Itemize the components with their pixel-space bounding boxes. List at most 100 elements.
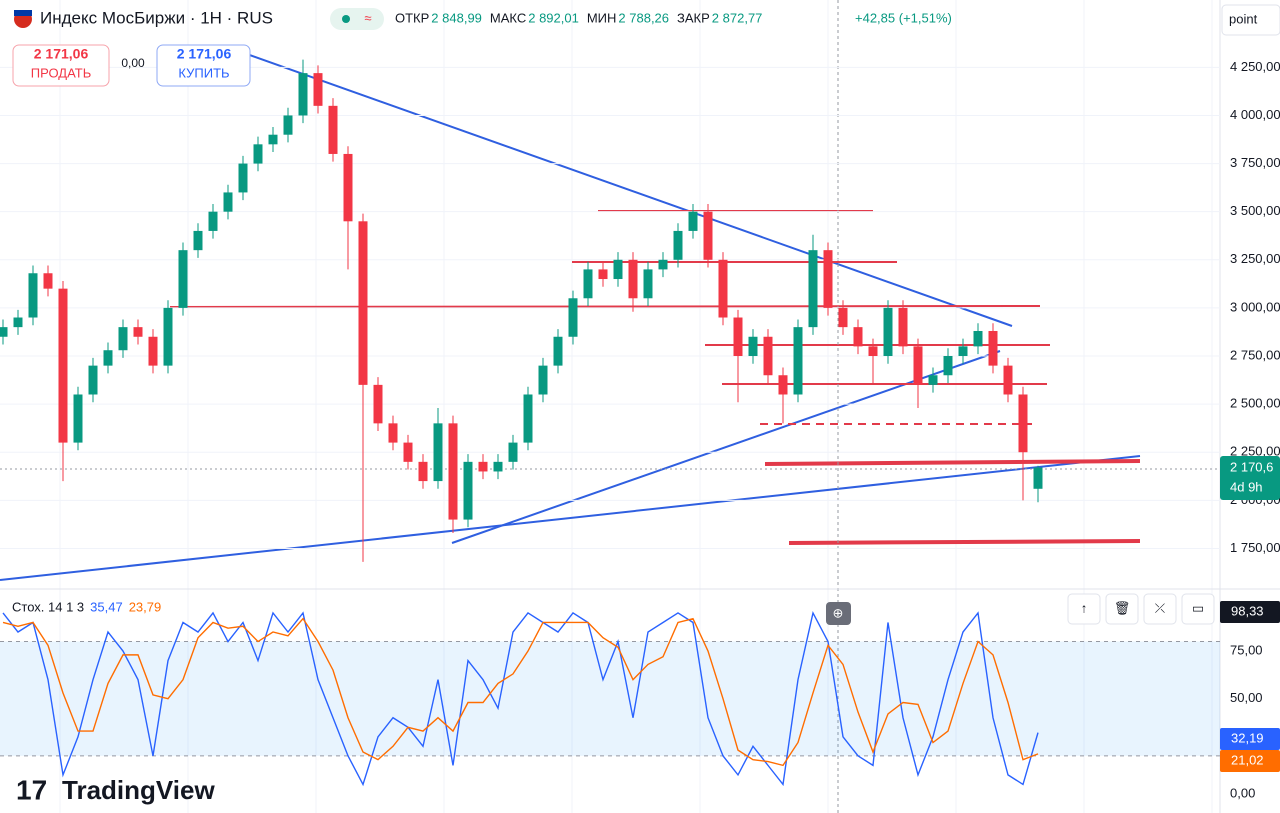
sell-price[interactable]: 2 171,06 xyxy=(34,46,89,62)
y-tick-label: 2 250,00 xyxy=(1230,444,1280,459)
countdown: 4d 9h xyxy=(1230,479,1263,494)
collapse-icon[interactable]: ⤫ xyxy=(1155,600,1166,615)
ohlc-value: 2 788,26 xyxy=(618,10,669,25)
candle-body xyxy=(703,211,713,260)
delete-icon[interactable]: 🗑 xyxy=(1114,600,1131,615)
stoch-band xyxy=(0,641,1220,756)
value-badge xyxy=(1220,728,1280,750)
value-badge-text: 32,19 xyxy=(1231,730,1264,745)
stoch-line xyxy=(2,610,1039,787)
y-tick-label: 50,00 xyxy=(1230,690,1263,705)
candle-body xyxy=(463,461,473,520)
candle-body xyxy=(343,153,353,222)
candle-body xyxy=(13,317,23,328)
candle-body xyxy=(178,250,188,308)
candle-body xyxy=(928,375,938,385)
buy-price[interactable]: 2 171,06 xyxy=(177,46,232,62)
candle-body xyxy=(103,350,113,366)
candle-body xyxy=(1003,365,1013,395)
buy-button[interactable] xyxy=(156,44,251,87)
candle-body xyxy=(583,269,593,299)
value-badge xyxy=(1220,601,1280,623)
ohlc-value: 2 892,01 xyxy=(528,10,579,25)
candle-body xyxy=(73,394,83,443)
trend-line xyxy=(229,47,1013,327)
candle-body xyxy=(568,298,578,337)
candle-body xyxy=(523,394,533,443)
candle-body xyxy=(673,230,683,260)
candle-body xyxy=(853,327,863,347)
button[interactable] xyxy=(1067,593,1101,625)
candle-body xyxy=(403,442,413,462)
candle-body xyxy=(388,423,398,443)
unit-box[interactable] xyxy=(1221,4,1280,36)
button[interactable] xyxy=(1105,593,1139,625)
level-line xyxy=(169,305,1041,308)
unit[interactable]: point xyxy=(1229,11,1258,26)
candle-body xyxy=(808,250,818,328)
add-icon[interactable]: ⊕ xyxy=(833,605,844,620)
candle-body xyxy=(88,365,98,395)
up-icon[interactable]: ↑ xyxy=(1081,600,1088,615)
add-button[interactable] xyxy=(826,602,851,625)
candle-body xyxy=(508,442,518,462)
price-grid xyxy=(59,0,1213,813)
candle-body xyxy=(418,461,428,482)
maximize-icon[interactable]: ▭ xyxy=(1192,600,1204,615)
candle-body xyxy=(823,250,833,308)
y-tick-label: 2 750,00 xyxy=(1230,347,1280,362)
candle-body xyxy=(193,230,203,251)
sell-button[interactable] xyxy=(12,44,110,87)
candle-body xyxy=(973,330,983,347)
ohlc-value: 2 848,99 xyxy=(431,10,482,25)
candle-body xyxy=(628,259,638,299)
logo-mark: 17 xyxy=(16,774,47,805)
candle-body xyxy=(283,115,293,135)
y-tick-label: 4 000,00 xyxy=(1230,107,1280,122)
candle-body xyxy=(148,336,158,366)
price-badge-text: 2 170,6 xyxy=(1230,459,1273,474)
candle-body xyxy=(373,384,383,424)
candle-body xyxy=(43,273,53,289)
candle-body xyxy=(538,365,548,395)
candle-body xyxy=(58,288,68,443)
status-dot xyxy=(342,15,350,23)
candle-body xyxy=(433,423,443,482)
candle-body xyxy=(163,307,173,366)
y-tick-label: 1 750,00 xyxy=(1230,540,1280,555)
candle-body xyxy=(28,273,38,318)
candle-body xyxy=(0,327,8,337)
candle-body xyxy=(1033,467,1043,489)
trend-line xyxy=(0,455,1141,581)
candle-body xyxy=(838,307,848,328)
candle-body xyxy=(943,356,953,376)
candle-body xyxy=(1018,394,1028,453)
y-tick-label: 4 250,00 xyxy=(1230,59,1280,74)
buy-label[interactable]: КУПИТЬ xyxy=(178,65,229,80)
sell-label[interactable]: ПРОДАТЬ xyxy=(31,65,92,80)
candle-body xyxy=(718,259,728,318)
status-icon: ≈ xyxy=(364,10,371,25)
candle-body xyxy=(958,346,968,357)
candle-body xyxy=(133,327,143,337)
candle-body xyxy=(298,73,308,116)
change: +42,85 (+1,51%) xyxy=(855,10,952,25)
stoch-pane: 0,00 50,00 75,00 Стох. 14 1 3 35,47 23,79 98,3… xyxy=(0,599,1280,800)
candle-body xyxy=(748,336,758,357)
button[interactable] xyxy=(1181,593,1215,625)
y-tick-label: 3 750,00 xyxy=(1230,155,1280,170)
logo: TradingView xyxy=(62,775,215,805)
candle-body xyxy=(553,336,563,366)
candle-body xyxy=(643,269,653,299)
indicator-title: Стох. 14 1 3 xyxy=(12,599,84,614)
y-tick-label: 3 250,00 xyxy=(1230,251,1280,266)
legend-value: 23,79 xyxy=(129,599,162,614)
candle-body xyxy=(733,317,743,357)
candle-body xyxy=(208,211,218,231)
candle-body xyxy=(238,163,248,193)
value-badge xyxy=(1220,750,1280,772)
candle-body xyxy=(118,327,128,351)
button[interactable] xyxy=(1143,593,1177,625)
candle-body xyxy=(448,423,458,520)
